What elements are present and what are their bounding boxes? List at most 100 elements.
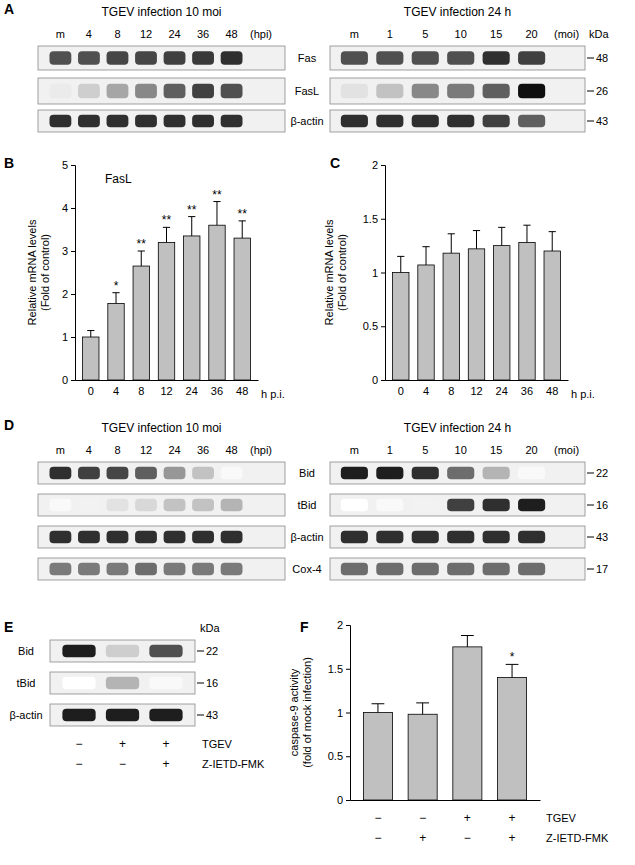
y-tick-mark xyxy=(71,165,75,166)
condition-sign: + xyxy=(162,757,169,771)
lane-label: 8 xyxy=(114,28,120,40)
bar xyxy=(393,273,409,381)
blot-band xyxy=(221,467,243,479)
lane-label: 20 xyxy=(525,28,537,40)
y-tick-mark xyxy=(71,380,75,381)
lane-label: 10 xyxy=(455,28,467,40)
blot-strip xyxy=(38,78,285,104)
y-tick-label: 0 xyxy=(372,374,378,386)
x-tick: 8 xyxy=(138,385,144,397)
error-bar xyxy=(448,234,455,253)
x-tick: 8 xyxy=(448,385,454,397)
condition-sign: − xyxy=(76,737,83,751)
blot-band xyxy=(221,499,243,511)
y-tick-mark xyxy=(71,294,75,295)
lane-label: m xyxy=(350,444,359,456)
blot-band xyxy=(192,84,214,99)
x-axis-line xyxy=(76,380,259,381)
significance-mark: ** xyxy=(162,213,172,227)
blot-band xyxy=(483,563,510,575)
blot-band xyxy=(149,645,182,657)
significance-mark: ** xyxy=(137,237,147,251)
x-tick: 12 xyxy=(470,385,482,397)
bar xyxy=(133,266,149,380)
blot-band xyxy=(376,115,403,127)
blot-band xyxy=(49,51,71,64)
blot-band xyxy=(78,51,100,64)
blot-band xyxy=(376,51,403,64)
error-bar xyxy=(372,704,385,713)
band-name: Cox-4 xyxy=(292,563,321,575)
blot-band xyxy=(107,499,129,511)
mw-dash xyxy=(587,58,594,59)
y-axis-title: Relative mRNA levels xyxy=(26,219,38,325)
blot-band xyxy=(135,563,157,575)
lane-label: 10 xyxy=(455,444,467,456)
blot-band xyxy=(164,563,186,575)
band-name: tBid xyxy=(17,677,36,689)
y-axis-title: Relative mRNA levels xyxy=(323,219,335,325)
y-tick-label: 1.5 xyxy=(363,213,378,225)
error-bar xyxy=(461,636,474,647)
condition-sign: + xyxy=(509,831,516,845)
y-axis-title: (Fold of control) xyxy=(39,234,51,311)
bar xyxy=(184,236,200,380)
y-tick: 0 xyxy=(372,374,385,386)
blot-strip xyxy=(330,78,585,104)
error-bar xyxy=(498,227,505,245)
bar-chart: 00.511.5204812243648h p.i.Relative mRNA … xyxy=(323,159,595,400)
y-tick: 1 xyxy=(62,331,75,343)
y-tick-mark xyxy=(381,219,385,220)
lane-label: 12 xyxy=(140,444,152,456)
blot-band xyxy=(483,531,510,543)
band-name: Bid xyxy=(18,645,34,657)
y-tick-label: 1 xyxy=(62,331,68,343)
y-tick: 2 xyxy=(62,288,75,300)
lane-unit: (moi) xyxy=(554,28,579,40)
lane-label: m xyxy=(56,444,65,456)
condition-sign: − xyxy=(374,831,381,845)
bar xyxy=(453,647,482,800)
blot-header: TGEV infection 10 moi xyxy=(101,5,221,19)
blot-header: TGEV infection 10 moi xyxy=(101,421,221,435)
blot-band xyxy=(483,84,510,99)
condition-sign: − xyxy=(464,831,471,845)
bar xyxy=(158,242,174,380)
lane-label: 12 xyxy=(140,28,152,40)
x-tick: 0 xyxy=(398,385,404,397)
mw-label: 16 xyxy=(206,677,218,689)
blot-band xyxy=(192,467,214,479)
blot-band xyxy=(376,467,403,479)
blot-strip xyxy=(50,672,195,694)
y-tick-mark xyxy=(346,756,350,757)
y-tick: 3 xyxy=(62,245,75,257)
x-axis-title: h p.i. xyxy=(571,388,595,400)
y-tick-mark xyxy=(71,208,75,209)
lane-label: m xyxy=(56,28,65,40)
blot-band xyxy=(107,531,129,543)
x-tick: 24 xyxy=(186,385,198,397)
y-tick-label: 1.5 xyxy=(328,663,343,675)
lane-label: 4 xyxy=(86,28,92,40)
error-bar xyxy=(397,256,404,272)
blot-band xyxy=(447,84,474,99)
lane-label: 5 xyxy=(422,28,428,40)
panel-label: E xyxy=(4,619,13,635)
blot-band xyxy=(447,467,474,479)
kda-label: kDa xyxy=(589,28,609,40)
lane-label: 36 xyxy=(197,444,209,456)
mw-label: 17 xyxy=(596,563,608,575)
lane-label: 24 xyxy=(168,444,180,456)
lane-unit: (moi) xyxy=(554,444,579,456)
blot-band xyxy=(49,531,71,543)
significance-mark: ** xyxy=(212,188,222,202)
panel-label: D xyxy=(4,417,14,433)
mw-dash xyxy=(587,537,594,538)
y-tick-mark xyxy=(381,380,385,381)
condition-name: Z-IETD-FMK xyxy=(546,832,609,844)
y-tick-mark xyxy=(346,669,350,670)
x-tick-label: 8 xyxy=(138,385,144,397)
blot-band xyxy=(78,84,100,99)
blot-strip xyxy=(330,558,585,580)
blot-band xyxy=(107,563,129,575)
